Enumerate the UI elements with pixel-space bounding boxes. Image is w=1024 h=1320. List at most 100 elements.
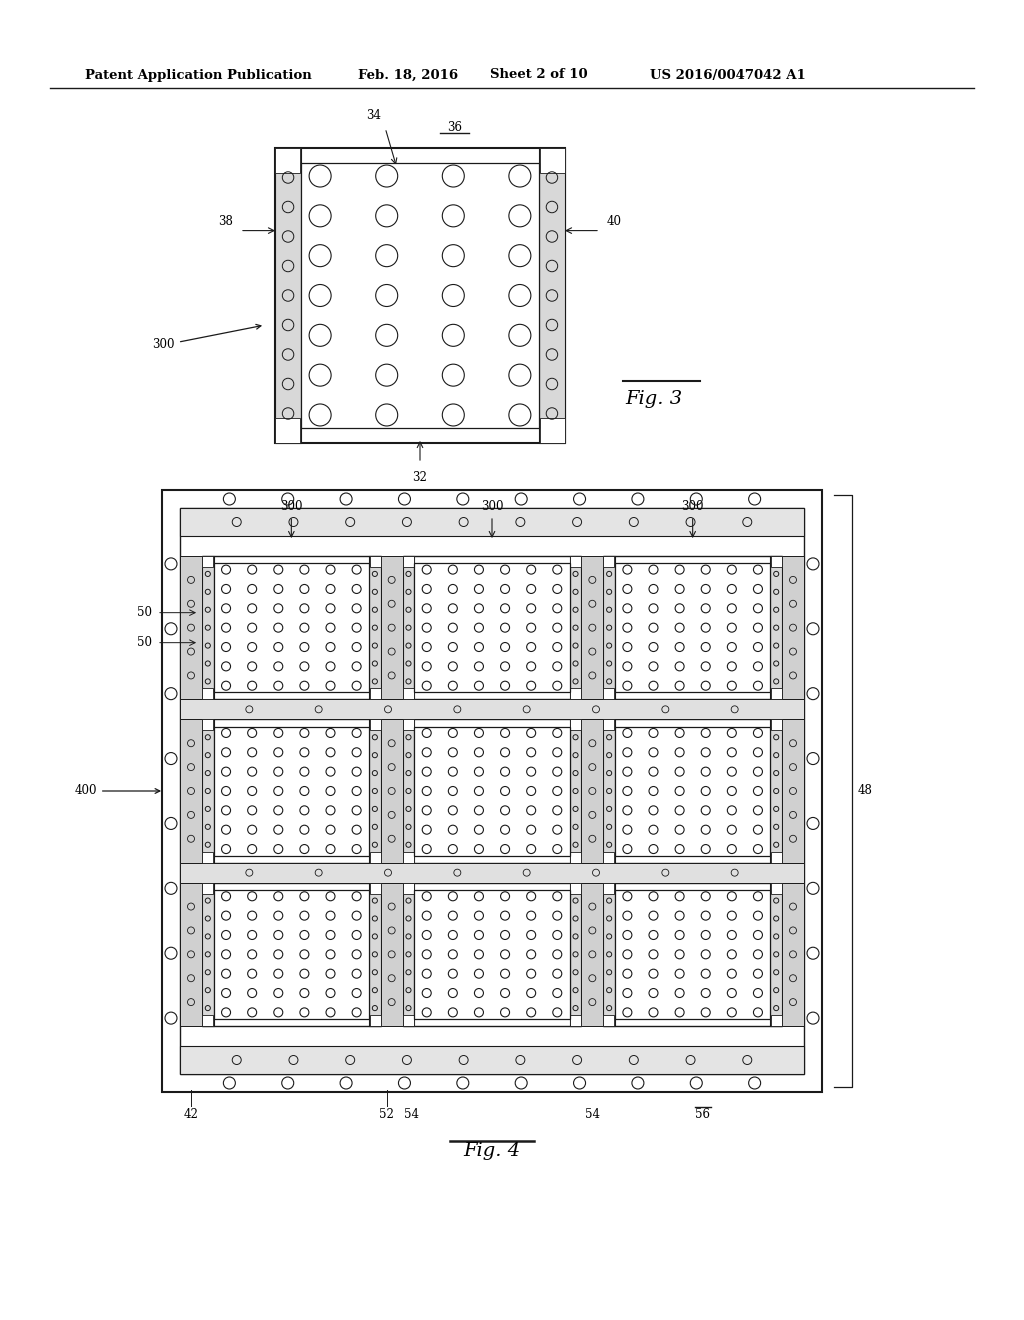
Bar — [570, 688, 582, 700]
Text: 38: 38 — [218, 215, 233, 227]
Bar — [275, 148, 565, 444]
Bar — [202, 883, 381, 1026]
Bar — [770, 719, 782, 863]
Text: Sheet 2 of 10: Sheet 2 of 10 — [490, 69, 588, 82]
Bar — [570, 883, 582, 894]
Bar — [570, 851, 582, 863]
Bar — [771, 719, 782, 730]
Bar — [370, 851, 381, 863]
Bar — [402, 883, 415, 1026]
Bar — [370, 556, 381, 568]
Bar — [214, 564, 369, 692]
Text: US 2016/0047042 A1: US 2016/0047042 A1 — [650, 69, 806, 82]
Bar — [202, 719, 213, 730]
Bar — [402, 883, 414, 894]
Text: 36: 36 — [447, 121, 462, 135]
Bar — [402, 556, 582, 700]
Bar — [782, 556, 804, 700]
Bar — [603, 556, 614, 568]
Bar — [214, 726, 369, 855]
Bar — [180, 556, 202, 700]
Text: Fig. 3: Fig. 3 — [625, 389, 682, 408]
Bar — [180, 508, 804, 536]
Bar — [180, 883, 202, 1026]
Bar — [569, 719, 582, 863]
Bar — [180, 508, 804, 1074]
Bar — [202, 1015, 213, 1026]
Bar — [603, 719, 615, 863]
Bar — [202, 883, 213, 894]
Bar — [603, 851, 614, 863]
Bar — [570, 1015, 582, 1026]
Bar — [782, 883, 804, 1026]
Text: Feb. 18, 2016: Feb. 18, 2016 — [358, 69, 458, 82]
Bar — [415, 890, 569, 1019]
Bar — [381, 719, 402, 863]
Bar — [402, 851, 414, 863]
Text: 400: 400 — [75, 784, 160, 797]
Bar — [202, 883, 214, 1026]
Bar — [402, 1015, 414, 1026]
Text: 48: 48 — [858, 784, 872, 797]
Bar — [370, 1015, 381, 1026]
Bar — [770, 556, 782, 700]
Bar — [603, 719, 782, 863]
Bar — [202, 556, 381, 700]
Text: 52: 52 — [379, 1107, 394, 1121]
Bar — [180, 719, 202, 863]
Bar — [771, 883, 782, 894]
Bar — [771, 1015, 782, 1026]
Bar — [569, 556, 582, 700]
Bar — [771, 851, 782, 863]
Bar — [415, 564, 569, 692]
Bar — [202, 851, 213, 863]
Bar — [603, 883, 614, 894]
Text: 56: 56 — [695, 1107, 711, 1121]
Bar — [202, 719, 214, 863]
Bar — [570, 556, 582, 568]
Bar — [370, 883, 381, 894]
Text: 32: 32 — [413, 471, 427, 484]
Bar — [402, 688, 414, 700]
Bar — [402, 719, 414, 730]
Text: 34: 34 — [367, 110, 381, 121]
Bar — [569, 883, 582, 1026]
Bar — [369, 556, 381, 700]
Bar — [202, 719, 381, 863]
Bar — [275, 148, 301, 444]
Bar — [369, 719, 381, 863]
Bar — [369, 883, 381, 1026]
Bar — [615, 726, 770, 855]
Bar — [202, 556, 214, 700]
Bar — [582, 556, 603, 700]
Bar — [402, 719, 415, 863]
Text: 40: 40 — [607, 215, 622, 227]
Bar — [570, 719, 582, 730]
Bar — [603, 556, 782, 700]
Text: Fig. 4: Fig. 4 — [464, 1142, 520, 1160]
Text: 300: 300 — [681, 500, 703, 513]
Text: 54: 54 — [404, 1107, 419, 1121]
Bar — [202, 688, 213, 700]
Bar — [180, 1045, 804, 1074]
Bar — [301, 162, 539, 428]
Bar — [541, 418, 565, 444]
Bar — [402, 556, 414, 568]
Text: Patent Application Publication: Patent Application Publication — [85, 69, 311, 82]
Bar — [402, 719, 582, 863]
Bar — [381, 883, 402, 1026]
Bar — [402, 883, 582, 1026]
Bar — [603, 883, 782, 1026]
Bar — [771, 688, 782, 700]
Text: 50: 50 — [137, 606, 152, 619]
Bar — [381, 556, 402, 700]
Bar — [603, 719, 614, 730]
Bar — [782, 719, 804, 863]
Bar — [582, 883, 603, 1026]
Text: 42: 42 — [183, 1107, 199, 1121]
Bar — [214, 890, 369, 1019]
Bar — [180, 863, 804, 883]
Bar — [603, 556, 615, 700]
Bar — [402, 556, 415, 700]
Text: 300: 300 — [480, 500, 503, 513]
